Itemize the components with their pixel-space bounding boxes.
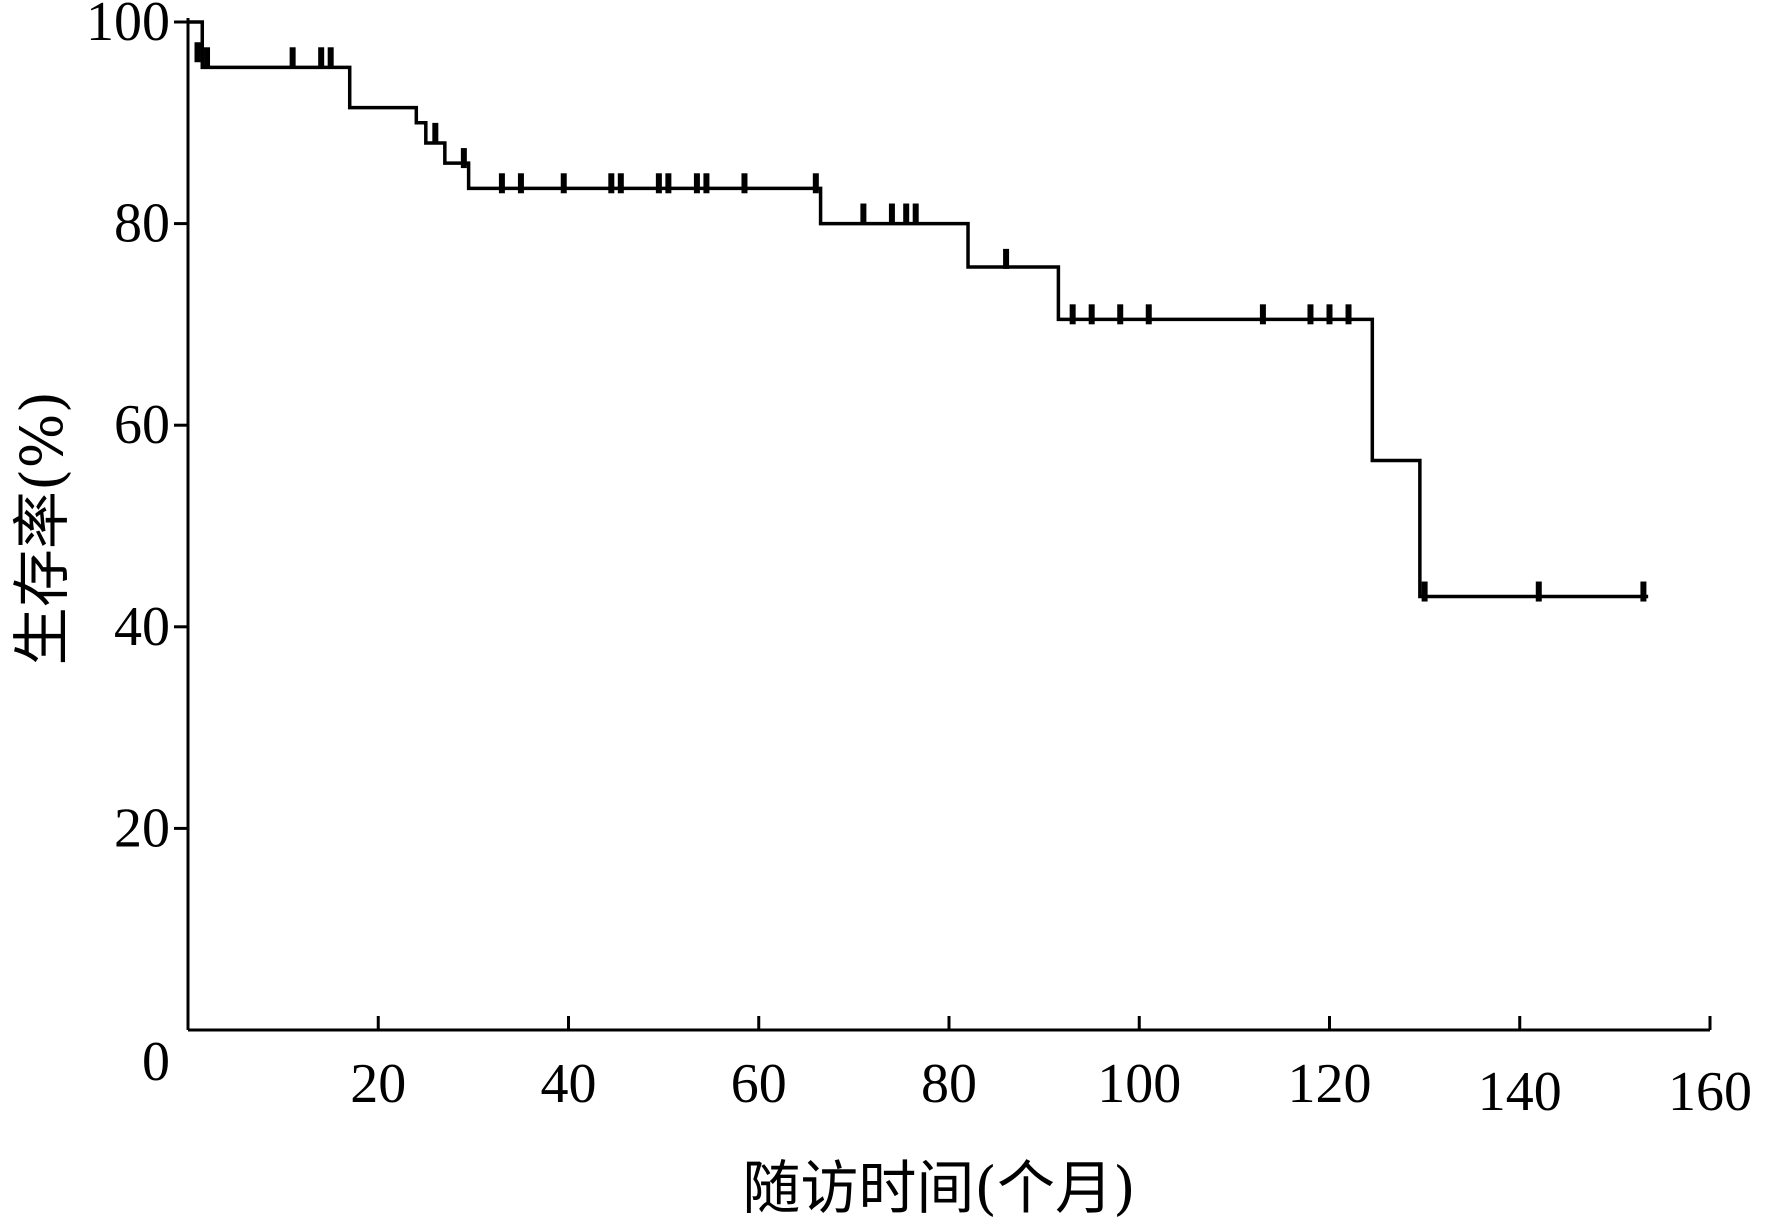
- x-tick-label: 100: [1097, 1053, 1181, 1115]
- x-tick-label: 80: [921, 1053, 977, 1115]
- y-tick-label: 100: [86, 0, 170, 53]
- y-tick-label: 0: [142, 1031, 170, 1093]
- x-tick-label: 60: [731, 1053, 787, 1115]
- x-tick-label: 140: [1478, 1061, 1562, 1123]
- x-tick-label: 20: [350, 1053, 406, 1115]
- y-axis-title: 生存率(%): [8, 391, 76, 665]
- x-tick-label: 40: [541, 1053, 597, 1115]
- axes: [174, 18, 1712, 1032]
- censor-marks: [194, 42, 1647, 602]
- plot-area: [188, 20, 1649, 599]
- y-tick-label: 80: [114, 193, 170, 255]
- x-axis-title: 随访时间(个月): [742, 1154, 1135, 1222]
- x-tick-label: 160: [1668, 1061, 1752, 1123]
- tick-labels: 0 20 40 60 80 100 20 40 60 80 100 120 140 160: [86, 0, 1752, 1123]
- y-tick-label: 40: [114, 596, 170, 658]
- survival-curve: [188, 20, 1649, 599]
- y-tick-label: 60: [114, 394, 170, 456]
- y-tick-label: 20: [114, 797, 170, 859]
- x-tick-label: 120: [1288, 1053, 1372, 1115]
